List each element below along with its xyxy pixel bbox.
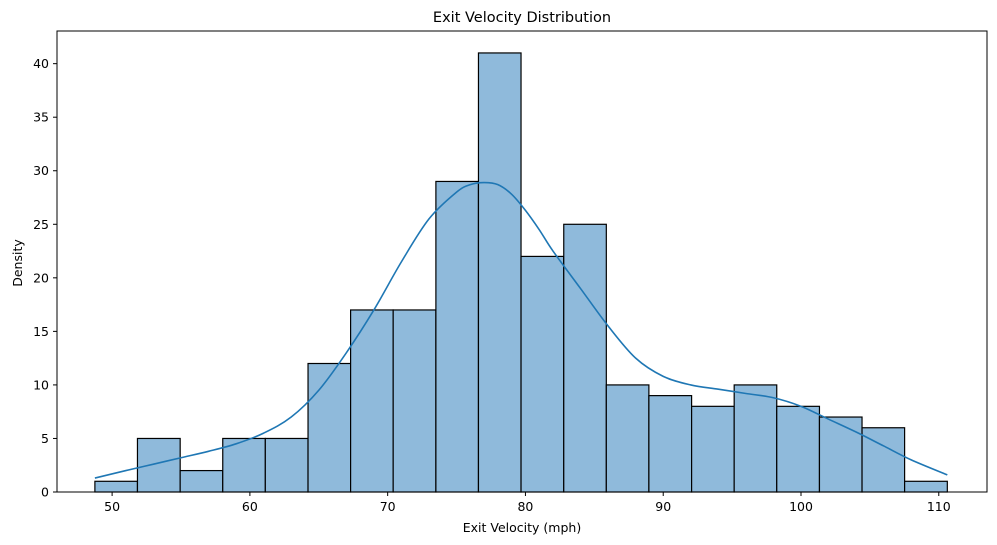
y-tick-label: 15: [33, 324, 49, 339]
x-tick-label: 100: [789, 499, 813, 514]
histogram-bar-13: [648, 395, 693, 493]
y-tick-label: 25: [33, 217, 49, 232]
x-tick-label: 70: [380, 499, 396, 514]
y-tick-label: 10: [33, 377, 49, 392]
x-tick-label: 110: [927, 499, 951, 514]
histogram-bar-0: [94, 480, 139, 493]
y-tick-label: 35: [33, 110, 49, 125]
x-axis-label: Exit Velocity (mph): [463, 520, 581, 535]
histogram-bar-15: [733, 384, 778, 493]
y-axis-label: Density: [10, 239, 25, 287]
x-tick-label: 90: [655, 499, 671, 514]
histogram-bar-3: [222, 437, 266, 493]
histogram-bar-7: [392, 309, 437, 493]
histogram-bar-19: [904, 480, 948, 493]
histogram-bars: [94, 52, 948, 493]
histogram-bar-12: [605, 384, 650, 493]
histogram-bar-11: [563, 223, 607, 493]
x-tick-label: 60: [242, 499, 258, 514]
histogram-bar-9: [477, 52, 522, 493]
histogram-bar-16: [776, 405, 821, 493]
histogram-bar-17: [818, 416, 863, 493]
y-tick-label: 30: [33, 163, 49, 178]
y-tick-label: 20: [33, 270, 49, 285]
axes-spines: [56, 30, 988, 493]
y-tick-label: 5: [41, 431, 49, 446]
x-tick-label: 80: [517, 499, 533, 514]
x-tick-label: 50: [104, 499, 120, 514]
plot-frame: [56, 30, 988, 493]
histogram-bar-8: [435, 180, 480, 493]
y-tick-label: 0: [41, 485, 49, 500]
x-axis-ticks: 50 60 70 80 90 100 110: [104, 492, 951, 514]
histogram-bar-10: [520, 255, 565, 493]
histogram-bar-4: [264, 437, 309, 493]
histogram-bar-5: [307, 362, 352, 493]
histogram-bar-6: [350, 309, 394, 493]
histogram-bar-2: [179, 469, 224, 493]
chart-title: Exit Velocity Distribution: [433, 10, 611, 26]
histogram-bar-14: [690, 405, 735, 493]
y-tick-label: 40: [33, 56, 49, 71]
y-axis-ticks: 0 5 10 15 20 25 30 35 40: [33, 56, 57, 500]
histogram-bar-1: [136, 437, 181, 493]
kde-curve: [94, 181, 948, 479]
